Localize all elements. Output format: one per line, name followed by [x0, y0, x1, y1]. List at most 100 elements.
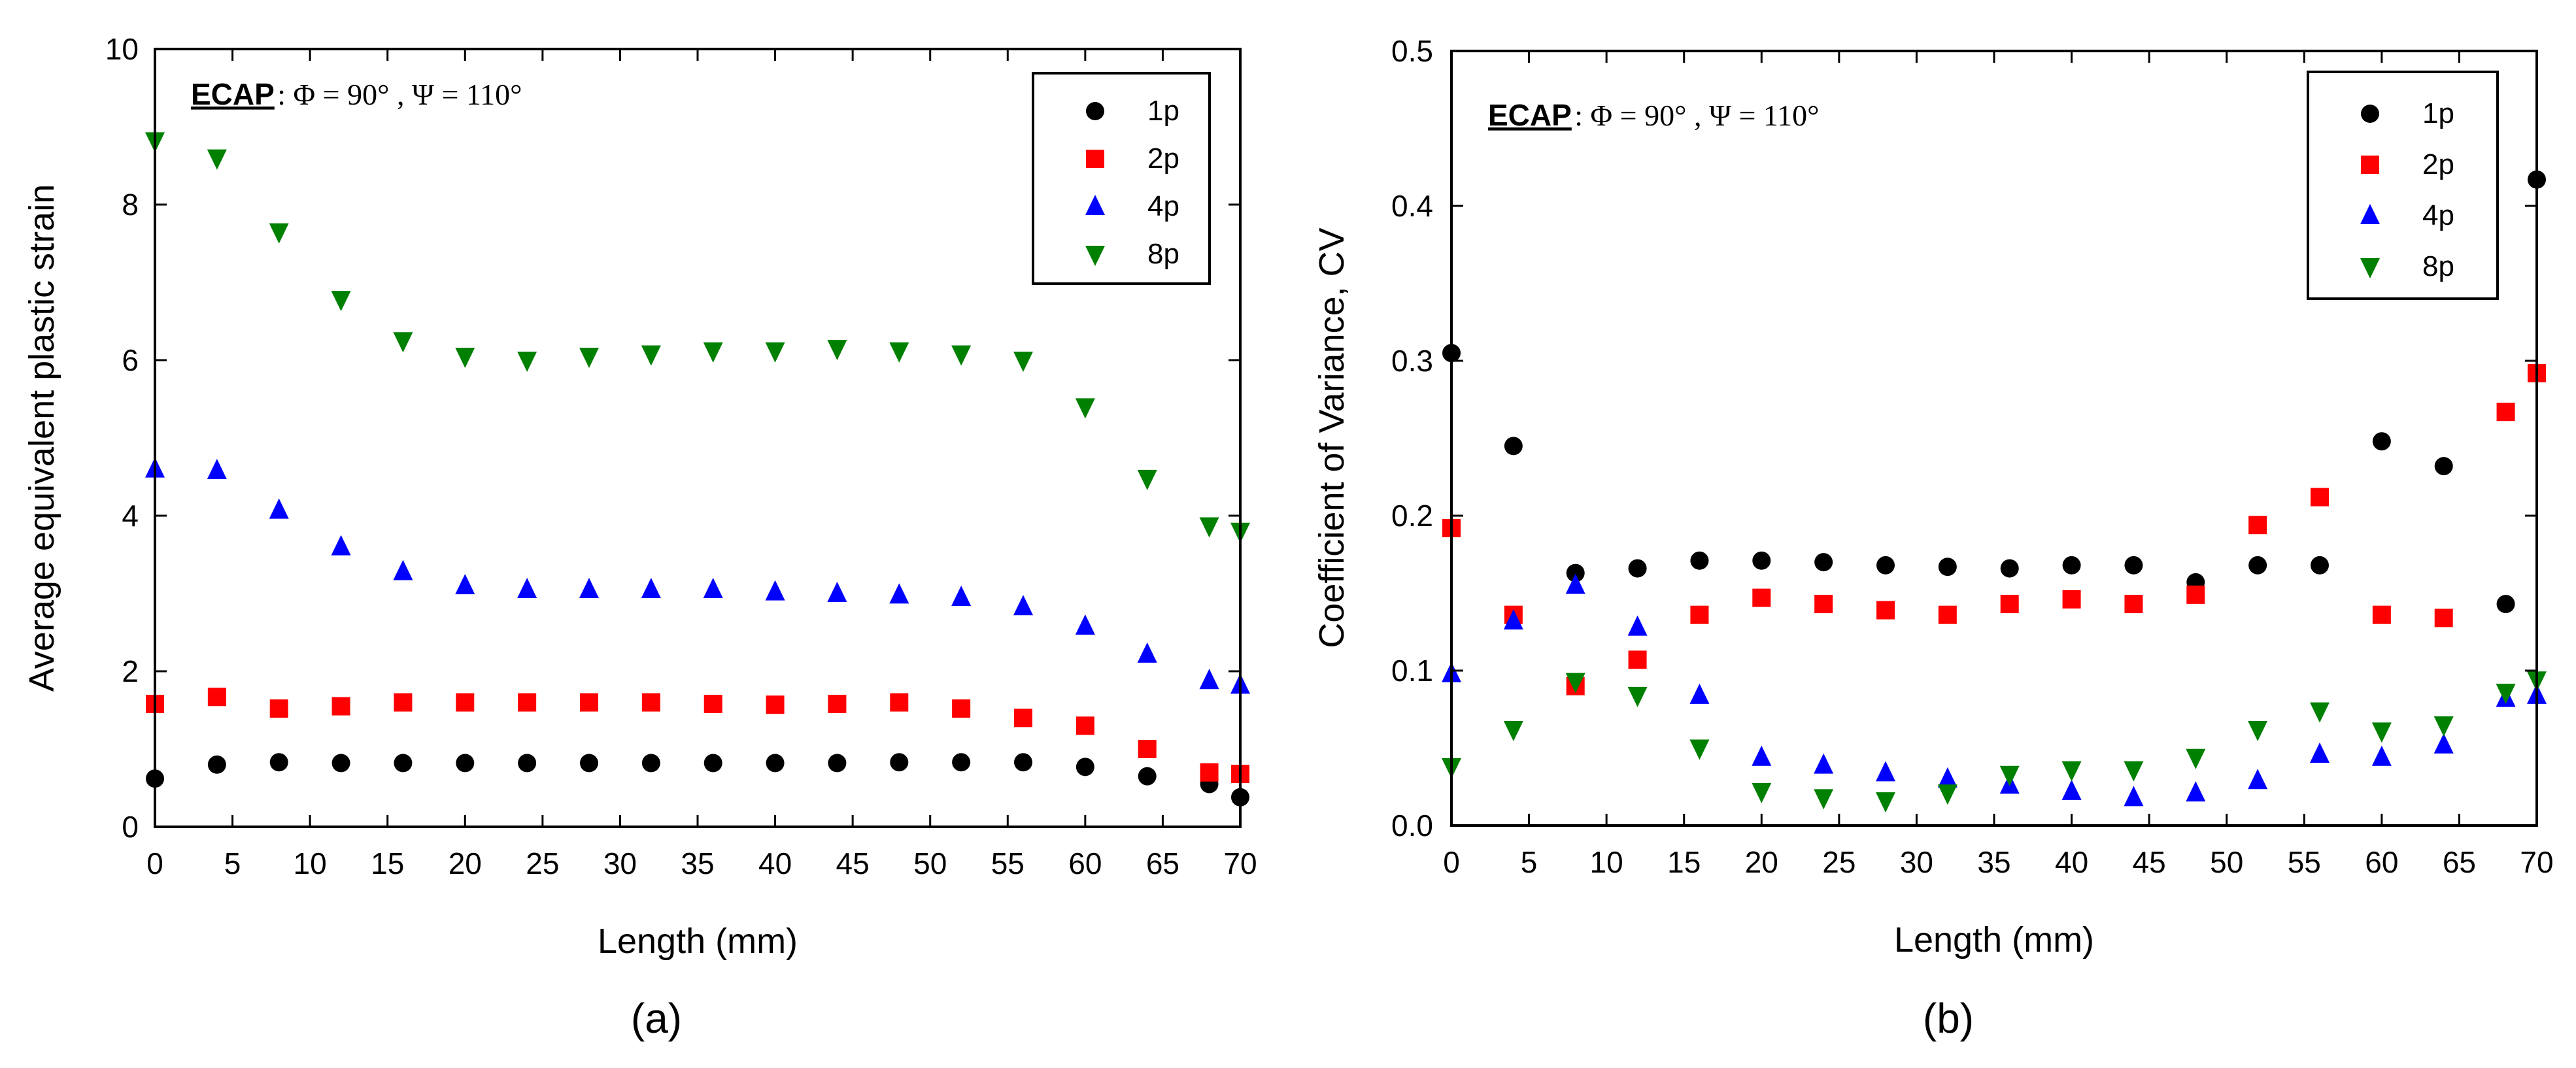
panel-a-series-2p-point-16	[1138, 740, 1157, 758]
panel-a-x-tick-label: 10	[294, 846, 327, 880]
panel-b-series-2p-point-11	[2124, 595, 2143, 614]
panel-b-y-tick-label: 0.5	[1391, 34, 1433, 68]
panel-b-series-1p-point-2	[1566, 563, 1585, 582]
panel-a-y-tick-label: 6	[122, 343, 139, 377]
panel-a-series-8p-point-6	[517, 352, 537, 372]
panel-a-y-axis-title: Average equivalent plastic strain	[22, 184, 61, 692]
panel-a-legend-marker-1p-point-0	[1086, 102, 1104, 120]
panel-a-series-4p-point-4	[393, 559, 413, 580]
panel-b-legend-marker-4p-point-0	[2360, 204, 2380, 224]
panel-a-series-1p-point-10	[766, 754, 785, 773]
panel-b-series-2p-point-7	[1876, 601, 1895, 620]
panel-a-series-8p-point-13	[951, 345, 972, 366]
panel-a-x-tick-label: 15	[371, 846, 404, 880]
panel-b-series-1p-point-3	[1628, 559, 1647, 578]
panel-a-series-2p-point-8	[641, 693, 660, 712]
panel-a-x-tick-label: 40	[758, 846, 792, 880]
panel-a-series-4p-point-12	[889, 583, 909, 604]
panel-b-series-2p-point-15	[2372, 605, 2391, 624]
panel-a-series-2p-point-5	[456, 693, 475, 712]
panel-b-annotation-angles: : Φ = 90° , Ψ = 110°	[1574, 99, 1819, 132]
panel-a-x-tick-label: 5	[224, 846, 241, 880]
panel-b-series-8p-point-2	[1565, 673, 1585, 693]
panel-a-series-4p-point-8	[641, 578, 661, 599]
panel-b-x-tick-label: 65	[2443, 845, 2476, 879]
panel-a-x-tick-label: 20	[449, 846, 482, 880]
panel-a-series-1p-point-1	[207, 755, 226, 774]
panel-b-series-4p-point-14	[2310, 742, 2330, 763]
panel-b-legend-label-8p: 8p	[2422, 250, 2454, 282]
panel-a-series-8p-point-8	[641, 345, 661, 366]
panel-b-series-2p-point-16	[2434, 609, 2453, 627]
panel-a-series-2p-point-14	[1014, 709, 1032, 727]
panel-b-series-1p-point-8	[1938, 558, 1957, 576]
panel-a-x-tick-label: 25	[526, 846, 559, 880]
panel-a-series-1p-point-8	[641, 754, 660, 773]
panel-a-series-2p-point-12	[890, 693, 909, 712]
panel-a-y-tick-label: 2	[122, 654, 139, 688]
panel-b-series-4p-point-6	[1814, 753, 1834, 774]
panel-a-series-8p-point-4	[393, 332, 413, 353]
panel-a-series-1p-point-2	[269, 753, 288, 772]
panel-b-series-1p-point-14	[2311, 556, 2329, 575]
panel-a-marks	[145, 132, 1250, 807]
panel-b-y-tick-label: 0.4	[1391, 189, 1433, 223]
panel-a-label: (a)	[631, 995, 682, 1042]
panel-b-x-tick-label: 10	[1590, 845, 1623, 879]
panel-b-series-8p-point-5	[1752, 782, 1772, 803]
panel-a-y-tick-label: 4	[122, 499, 139, 533]
panel-a-y-tick-label: 8	[122, 188, 139, 222]
panel-b-series-1p-point-10	[2062, 556, 2081, 575]
panel-a-series-4p	[145, 457, 1250, 694]
panel-b-series-2p-point-9	[2000, 595, 2019, 614]
panel-a-series-1p-point-12	[890, 753, 909, 772]
panel-b-series-2p-point-13	[2248, 516, 2267, 535]
panel-b-x-tick-label: 55	[2288, 845, 2321, 879]
panel-a-series-2p-point-7	[580, 693, 598, 712]
panel-a-series-2p-point-1	[207, 688, 226, 707]
panel-b-series-1p-point-16	[2434, 457, 2453, 476]
panel-a-series-4p-point-11	[827, 582, 847, 602]
panel-b-series-1p-point-7	[1876, 556, 1895, 575]
panel-b-series-2p-point-14	[2311, 488, 2329, 507]
panel-b-series-8p-point-14	[2310, 702, 2330, 723]
panel-b-series-8p-point-13	[2248, 721, 2268, 742]
panel-b-series-2p-point-8	[1938, 605, 1957, 624]
panel-a-x-tick-label: 0	[146, 846, 163, 880]
panel-b-series-8p-point-7	[1876, 792, 1895, 813]
panel-b: 0 5 10 15 20 25 30 35 40 45 50 55 60 65 70 0.00.10.20.…	[1312, 34, 2554, 1042]
panel-b-series-4p-point-1	[1503, 609, 1523, 630]
panel-a-series-4p-point-14	[1013, 595, 1033, 616]
panel-b-series-2p-point-10	[2062, 590, 2081, 609]
panel-b-legend-label-2p: 2p	[2422, 148, 2454, 180]
panel-a-legend-marker-2p-point-0	[1086, 150, 1104, 168]
panel-b-series-4p-point-13	[2248, 769, 2268, 790]
panel-a-series-8p-point-15	[1075, 398, 1095, 419]
panel-b-y-ticks: 0.0 0.1 0.2 0.3 0.4 0.5	[1391, 34, 2537, 843]
panel-a-legend-marker-4p-point-0	[1085, 195, 1105, 215]
panel-a-series-2p-point-3	[331, 697, 350, 716]
panel-b-series-8p-point-4	[1689, 739, 1710, 760]
panel-b-series-4p-point-15	[2371, 745, 2392, 766]
panel-a-legend-box	[1032, 72, 1211, 285]
panel-b-series-1p-point-1	[1504, 437, 1523, 456]
panel-a-legend-label-8p: 8p	[1147, 238, 1179, 270]
panel-a-series-4p-point-13	[951, 585, 972, 606]
panel-a-x-tick-label: 55	[991, 846, 1025, 880]
panel-a-series-4p-point-7	[579, 578, 599, 599]
panel-a-series-8p-point-14	[1013, 352, 1033, 372]
panel-b-y-tick-label: 0.0	[1391, 809, 1433, 843]
panel-b-marks	[1442, 170, 2547, 813]
panel-a-legend-marker-8p-point-0	[1085, 246, 1105, 266]
panel-b-series-8p-point-17	[2496, 684, 2516, 705]
panel-a-series-4p-point-1	[207, 458, 227, 479]
panel-b-series-1p-point-6	[1814, 553, 1833, 572]
panel-a-y-tick-label: 0	[122, 810, 139, 844]
panel-a-series-4p-point-16	[1137, 642, 1157, 663]
panel-a-series-8p-point-5	[455, 348, 475, 369]
panel-b-x-tick-label: 25	[1822, 845, 1856, 879]
panel-b-series-4p-point-8	[1937, 767, 1957, 788]
panel-b-series-2p-point-12	[2186, 585, 2205, 604]
panel-a-series-4p-point-5	[455, 574, 475, 595]
panel-b-series-1p-point-9	[2000, 559, 2019, 578]
